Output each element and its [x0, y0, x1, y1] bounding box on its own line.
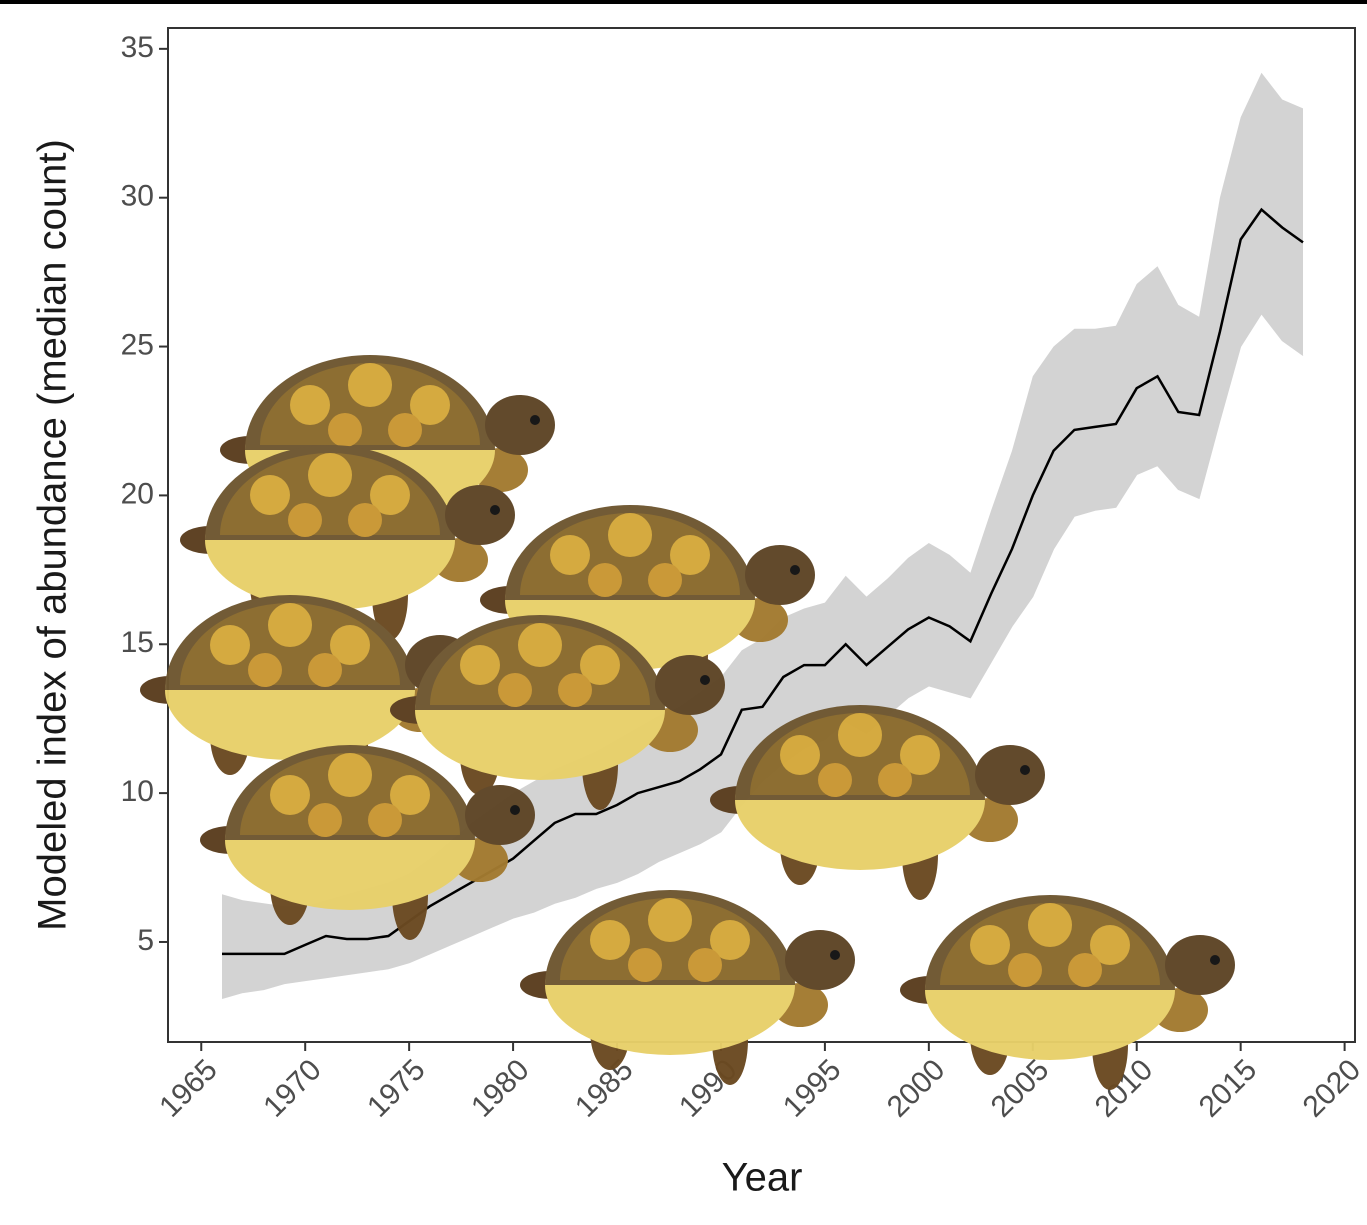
x-tick-label: 1995 [777, 1053, 848, 1124]
y-tick-label: 15 [121, 626, 154, 659]
plot-frame [167, 27, 1356, 1043]
top-border [0, 0, 1367, 4]
tortoise-image [900, 895, 1235, 1090]
y-tick-label: 25 [121, 328, 154, 361]
x-tick-label: 1970 [257, 1053, 328, 1124]
y-tick-label: 5 [137, 924, 154, 957]
x-axis-title: Year [722, 1156, 803, 1200]
x-tick-label: 1980 [465, 1053, 536, 1124]
y-axis-title: Modeled index of abundance (median count… [31, 139, 75, 931]
tortoise-image [520, 890, 855, 1085]
x-tick-label: 1965 [153, 1053, 224, 1124]
y-tick-label: 20 [121, 477, 154, 510]
x-tick-label: 1975 [361, 1053, 432, 1124]
y-tick-label: 35 [121, 31, 154, 64]
y-tick-label: 30 [121, 180, 154, 213]
x-tick-label: 2000 [881, 1053, 952, 1124]
y-tick-label: 10 [121, 775, 154, 808]
x-tick-label: 2015 [1193, 1053, 1264, 1124]
x-tick-label: 2020 [1297, 1053, 1367, 1124]
